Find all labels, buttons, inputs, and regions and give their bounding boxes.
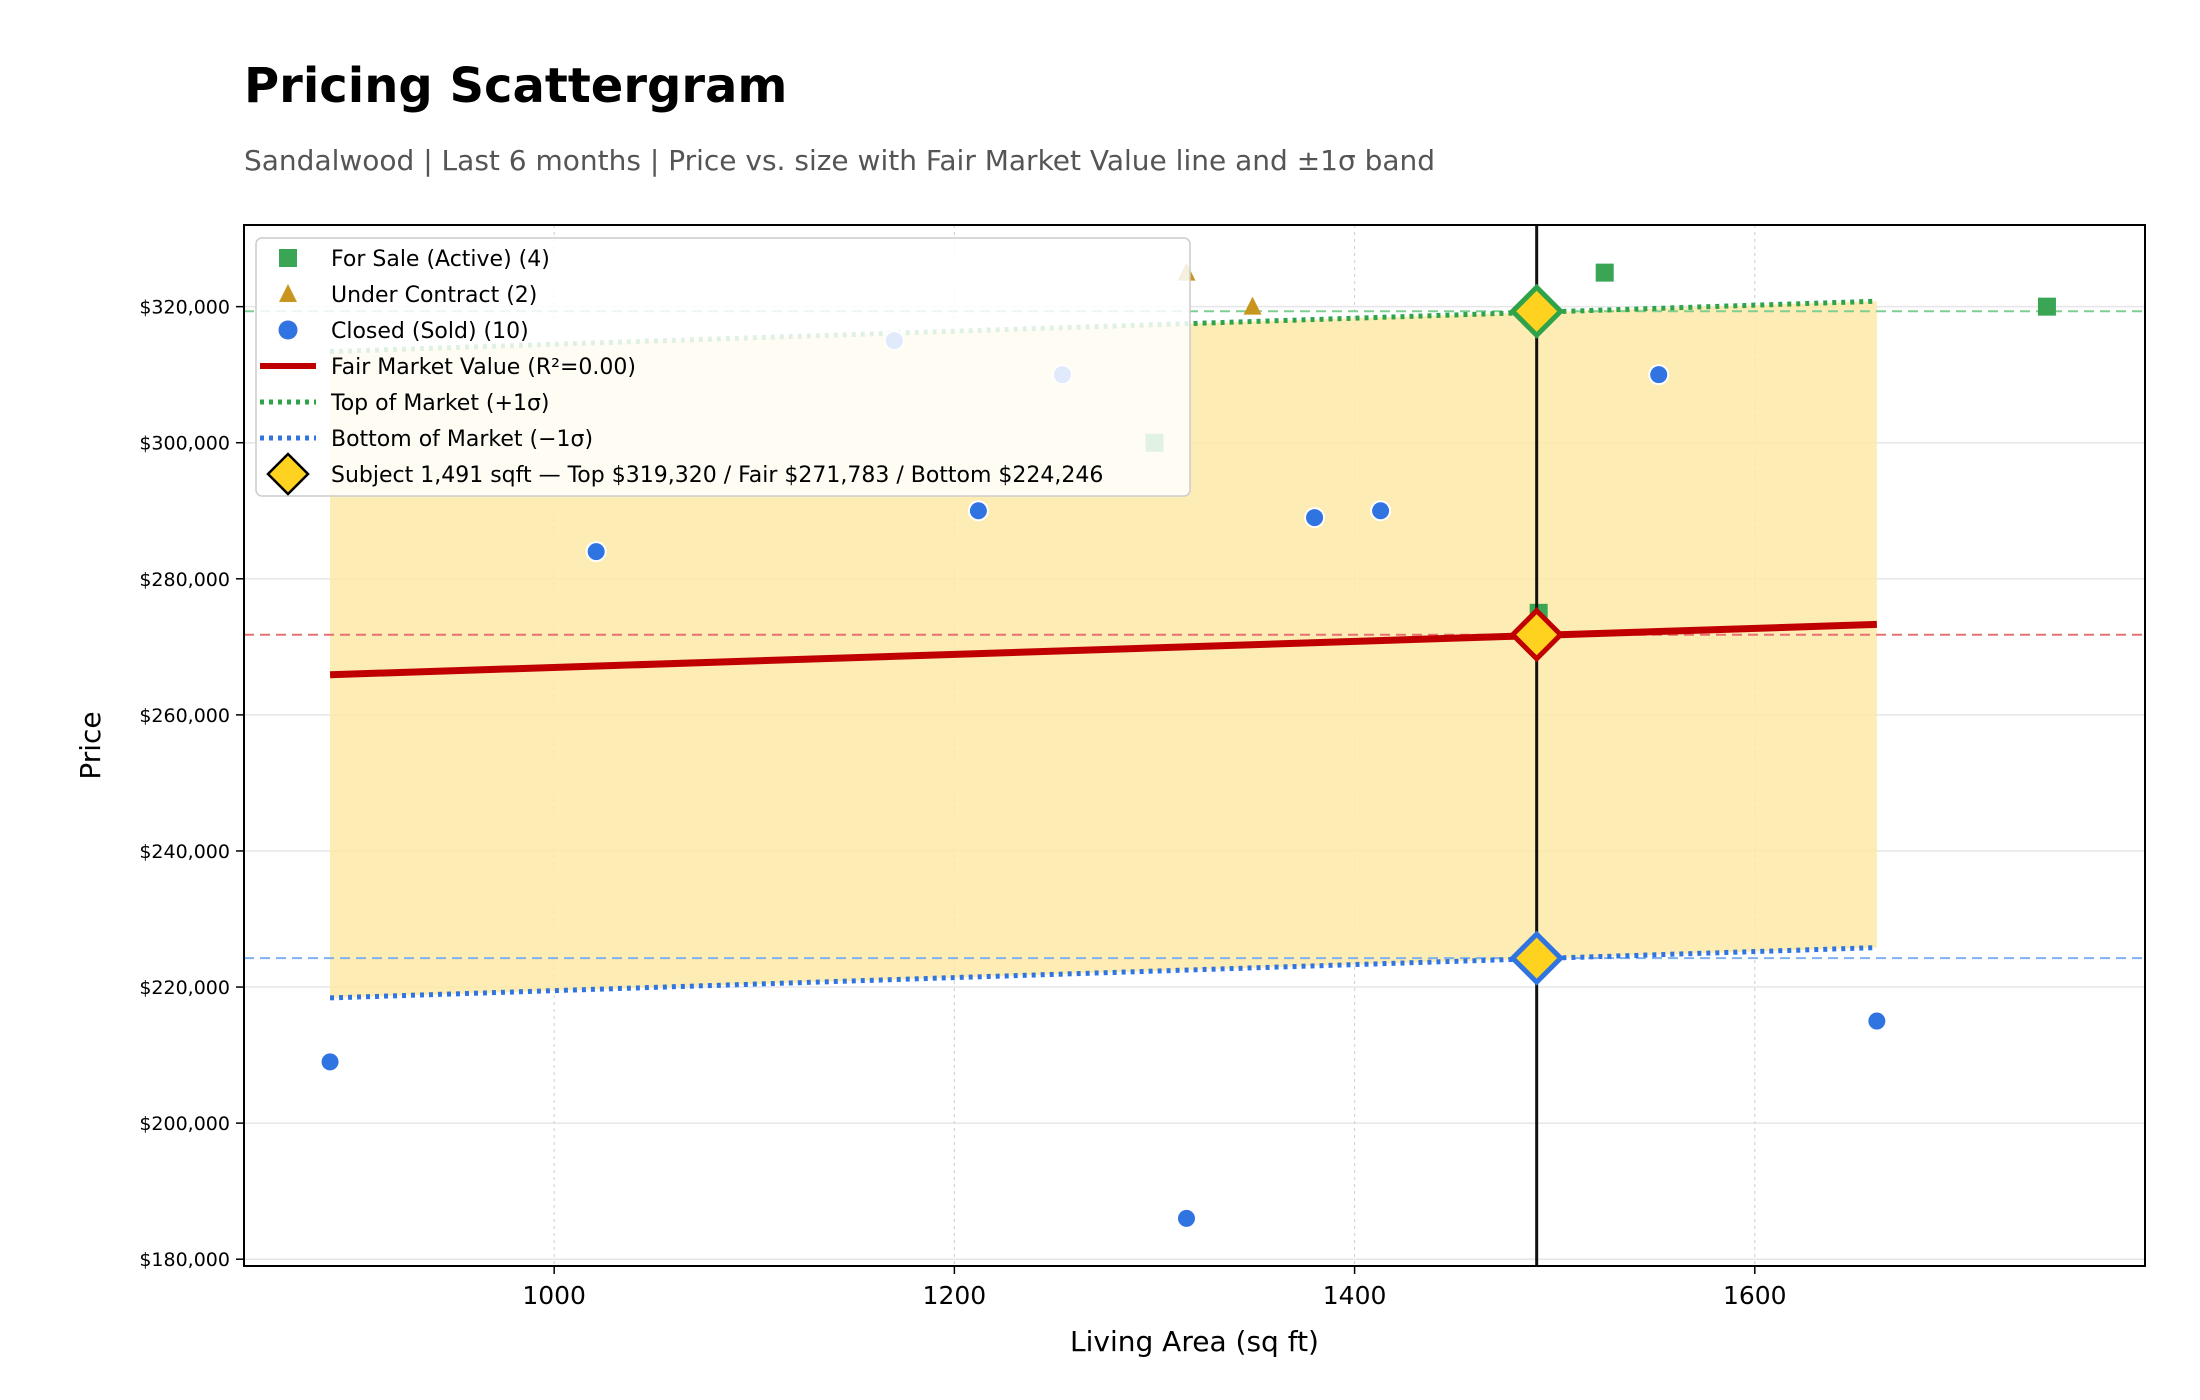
data-point-circle: [1866, 1010, 1888, 1032]
data-point-circle: [319, 1051, 341, 1073]
axes: $180,000 $200,000 $220,000 $240,000 $260,000…: [74, 224, 2146, 1358]
bottom-of-market-line: [329, 945, 1877, 1001]
legend-label: For Sale (Active) (4): [331, 247, 550, 272]
legend-circle-icon: [278, 320, 298, 340]
reference-lines: [244, 310, 2145, 960]
chart-subtitle: Sandalwood | Last 6 months | Price vs. s…: [244, 144, 1436, 177]
y-tick-label: $180,000: [139, 1249, 230, 1271]
chart-title: Pricing Scattergram: [244, 58, 788, 114]
y-tick-label: $320,000: [139, 297, 230, 319]
data-point-circle: [1370, 500, 1392, 522]
plot-frame: [243, 224, 2146, 1267]
y-tick-label: $260,000: [139, 705, 230, 727]
data-point-circle: [967, 500, 989, 522]
data-point-circle: [1304, 507, 1326, 529]
subject-markers: [1509, 225, 1565, 1266]
x-tick-label: 1000: [522, 1281, 586, 1310]
legend-label: Closed (Sold) (10): [331, 319, 529, 344]
data-point-square: [1595, 263, 1614, 282]
x-tick-label: 1400: [1323, 1281, 1387, 1310]
top-of-market-line: [329, 298, 1877, 355]
legend-label: Fair Market Value (R²=0.00): [331, 355, 636, 380]
subject-top-marker: [1509, 283, 1565, 339]
y-tick-label: $300,000: [139, 433, 230, 455]
data-point-circle: [1648, 364, 1670, 386]
data-point-triangle: [1243, 296, 1262, 315]
legend-label: Subject 1,491 sqft — Top $319,320 / Fair…: [331, 463, 1103, 488]
fair-market-value-line: [329, 620, 1877, 679]
data-point-square: [2037, 297, 2056, 316]
legend-triangle-icon: [279, 284, 297, 302]
trend-lines: [329, 298, 1877, 1001]
x-tick-label: 1600: [1723, 1281, 1787, 1310]
subject-fair-marker: [1509, 607, 1565, 663]
subject-bottom-marker: [1509, 930, 1565, 986]
y-axis-label: Price: [74, 711, 107, 779]
y-tick-label: $220,000: [139, 977, 230, 999]
legend-label: Top of Market (+1σ): [330, 391, 549, 416]
x-axis-label: Living Area (sq ft): [1070, 1325, 1319, 1358]
data-point-circle: [1175, 1207, 1197, 1229]
legend-diamond-icon: [266, 452, 310, 496]
y-tick-label: $280,000: [139, 569, 230, 591]
legend-box: [255, 237, 1191, 497]
legend-label: Under Contract (2): [331, 283, 537, 308]
y-tick-label: $240,000: [139, 841, 230, 863]
x-tick-label: 1200: [923, 1281, 987, 1310]
y-tick-label: $200,000: [139, 1113, 230, 1135]
legend-label: Bottom of Market (−1σ): [331, 427, 593, 452]
legend: For Sale (Active) (4) Under Contract (2) C…: [255, 237, 1191, 497]
data-point-circle: [585, 541, 607, 563]
legend-square-icon: [279, 249, 297, 267]
